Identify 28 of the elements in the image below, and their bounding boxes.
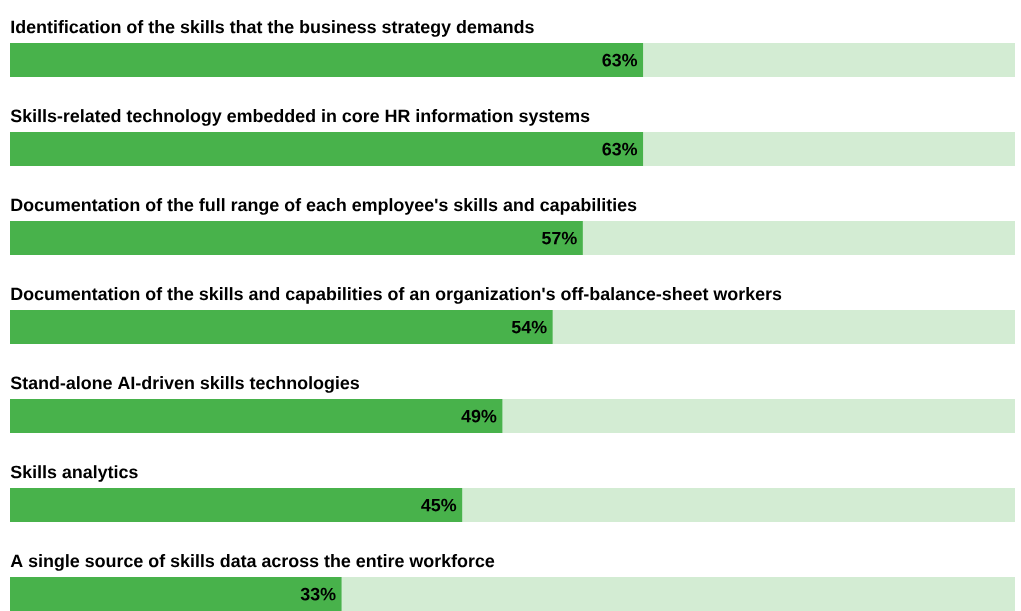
bar xyxy=(10,221,583,256)
bar xyxy=(462,488,1016,523)
y-tick-label: A single source of skills data across the entire workforce xyxy=(10,554,495,571)
bar xyxy=(10,488,463,523)
data-label: 57% xyxy=(542,231,577,245)
data-label: 54% xyxy=(511,320,547,334)
bar xyxy=(10,310,553,345)
data-label: 63% xyxy=(602,53,638,67)
bar xyxy=(341,577,1016,611)
bar xyxy=(552,310,1016,345)
bar xyxy=(643,132,1016,167)
bar xyxy=(643,43,1016,78)
y-tick-label: Identification of the skills that the business strategy demands xyxy=(11,20,534,37)
data-label: 45% xyxy=(421,498,457,512)
bar xyxy=(502,399,1016,434)
bar xyxy=(10,132,644,167)
bar xyxy=(10,43,644,78)
data-label: 63% xyxy=(602,142,638,156)
bar xyxy=(582,221,1016,256)
data-label: 49% xyxy=(461,409,497,423)
y-tick-label: Documentation of the full range of each employee's skills and capabilities xyxy=(11,198,637,215)
y-tick-label: Skills analytics xyxy=(10,465,138,482)
data-label: 33% xyxy=(300,587,336,601)
bar xyxy=(10,577,342,611)
y-tick-label: Skills-related technology embedded in core HR information systems xyxy=(10,109,590,126)
y-tick-label: Stand-alone AI-driven skills technologies xyxy=(10,376,359,393)
y-tick-label: Documentation of the skills and capabilities of an organization's off-balance-sheet workers xyxy=(11,287,782,304)
bar xyxy=(10,399,503,434)
